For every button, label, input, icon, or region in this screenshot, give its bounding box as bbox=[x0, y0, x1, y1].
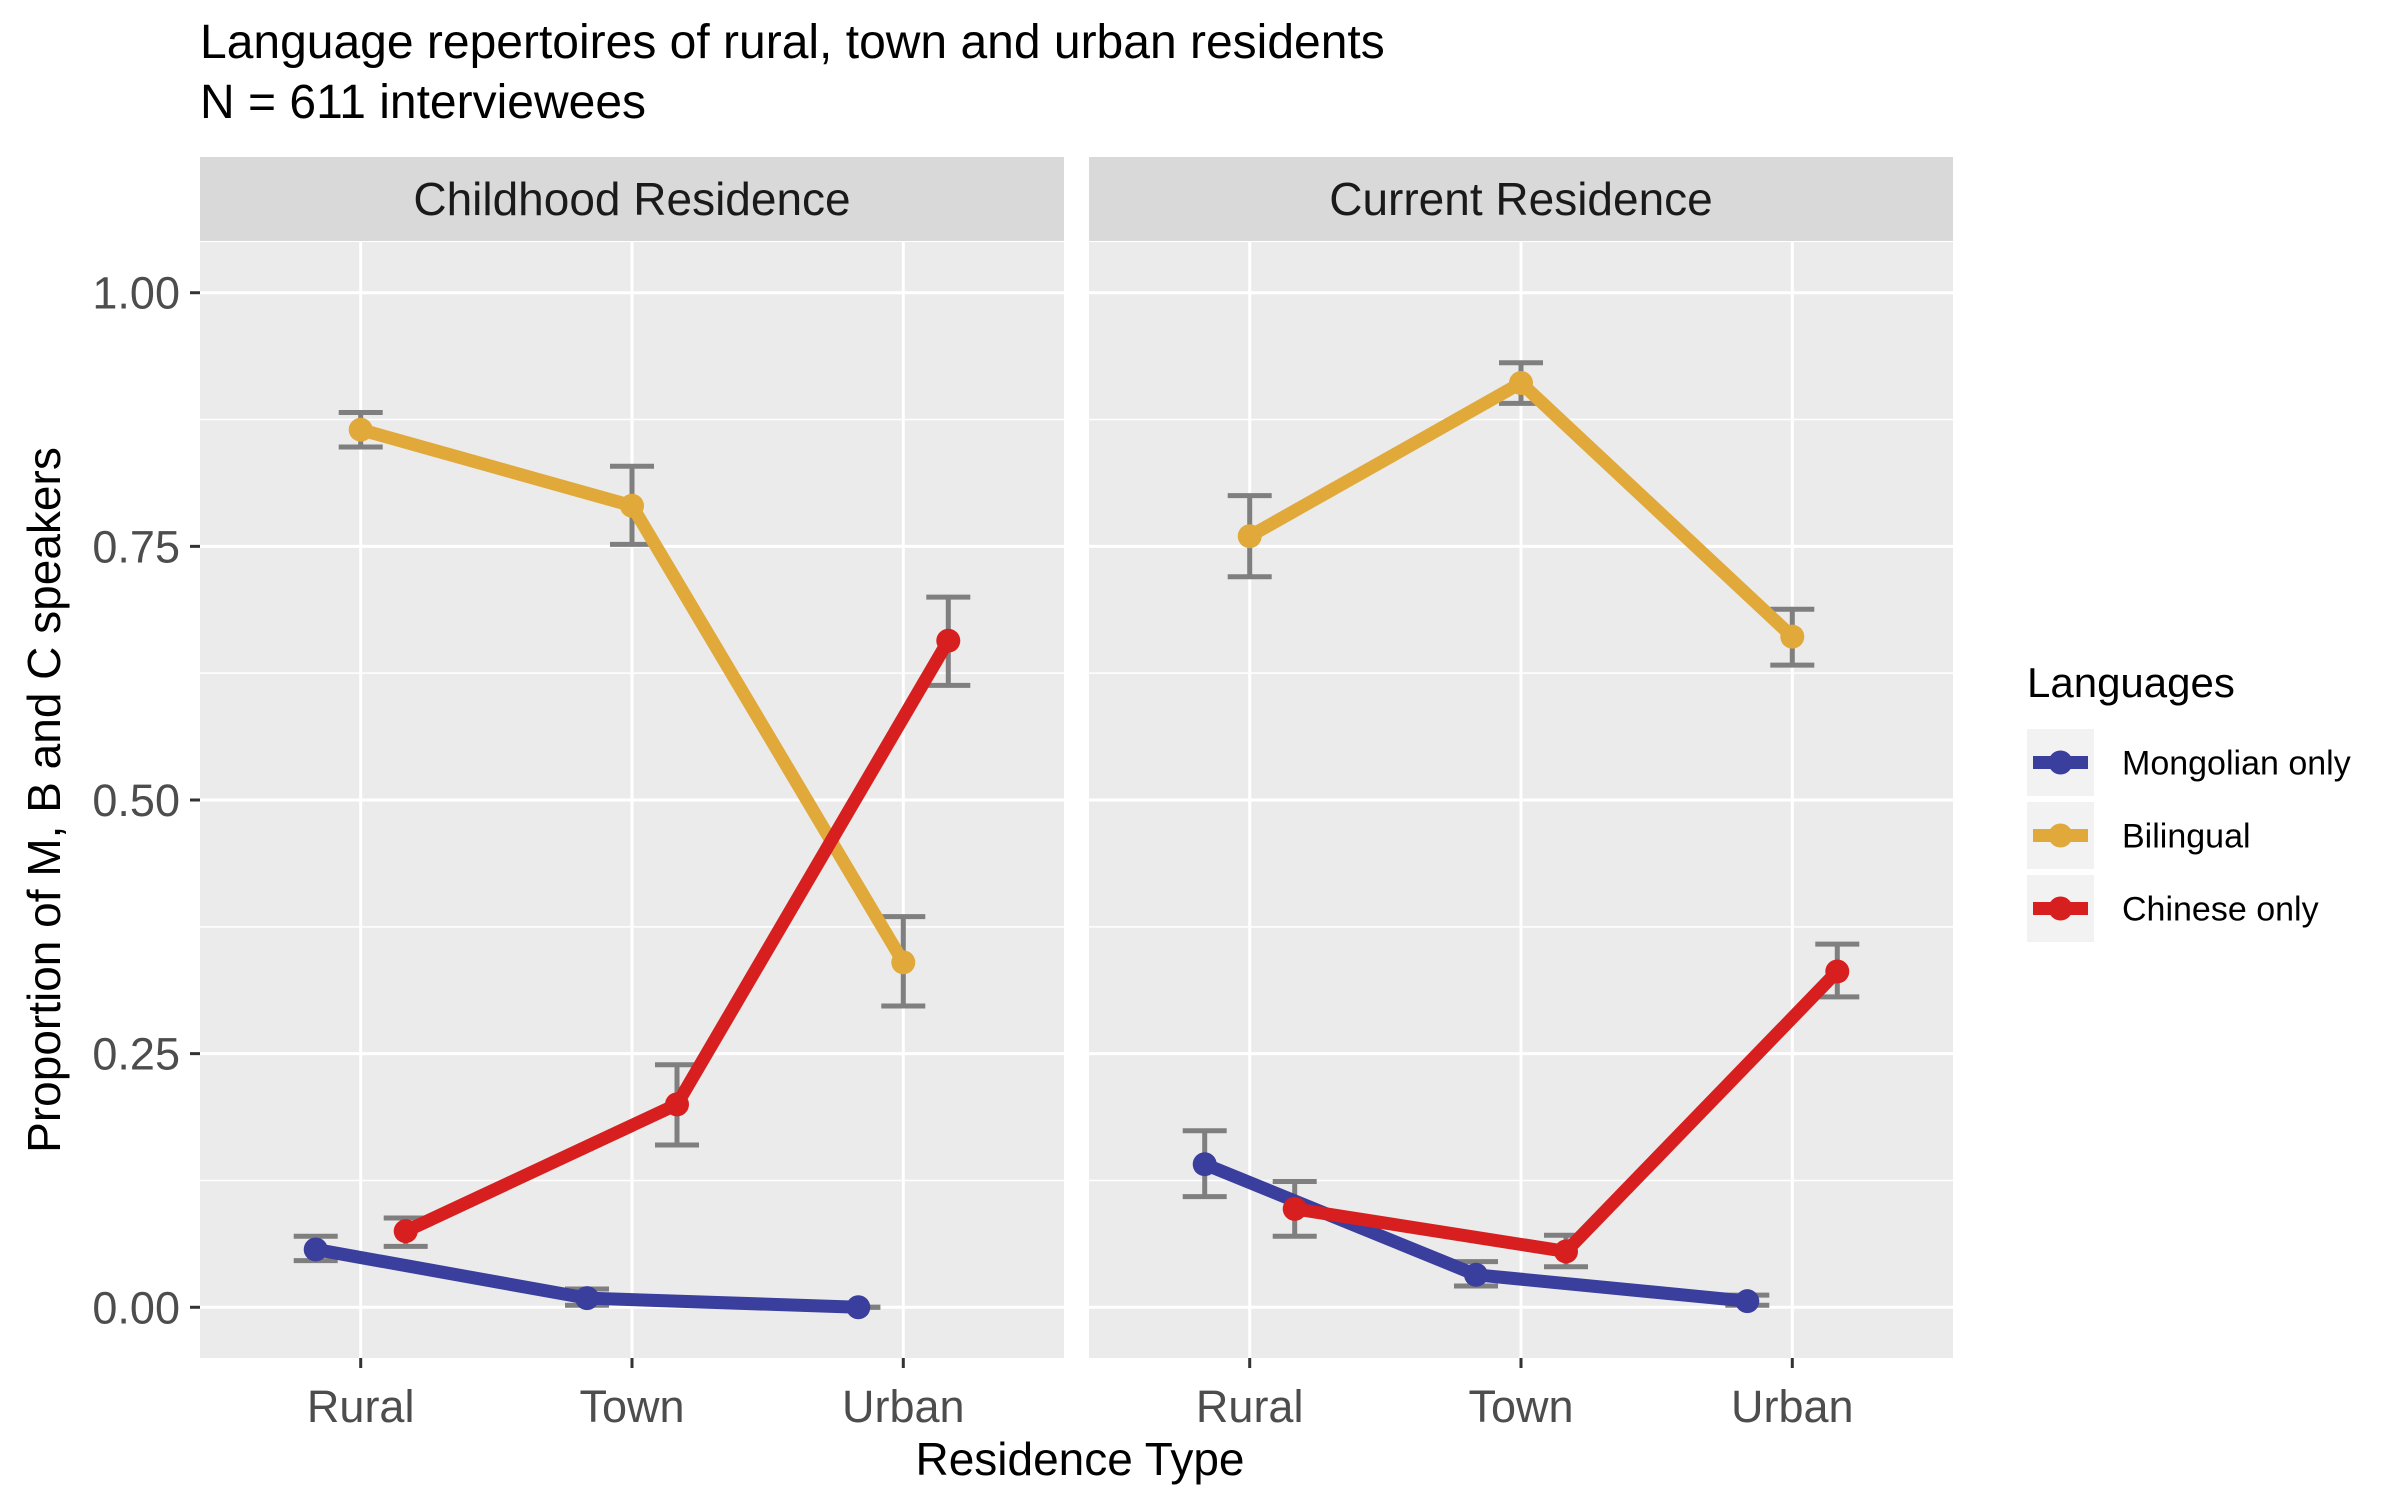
legend-title: Languages bbox=[2027, 659, 2235, 706]
series-chinese-only bbox=[393, 628, 961, 1244]
facet-strip-label: Childhood Residence bbox=[413, 173, 850, 225]
x-axis-title: Residence Type bbox=[915, 1433, 1244, 1485]
legend-key-chinese-only: Chinese only bbox=[2027, 875, 2319, 942]
data-point bbox=[1192, 1152, 1217, 1177]
facet-strip-label: Current Residence bbox=[1329, 173, 1713, 225]
legend-label: Mongolian only bbox=[2122, 745, 2351, 783]
data-point bbox=[846, 1295, 871, 1320]
data-point bbox=[891, 950, 916, 975]
series-chinese-only bbox=[1282, 959, 1850, 1264]
series-bilingual bbox=[348, 417, 916, 975]
x-tick-label: Town bbox=[579, 1381, 684, 1432]
x-axis: Rural Town Urban Rural Town Urban bbox=[307, 1358, 1854, 1432]
legend-label: Bilingual bbox=[2122, 818, 2251, 856]
data-point bbox=[1282, 1196, 1307, 1221]
data-point bbox=[620, 493, 644, 518]
data-point bbox=[348, 417, 373, 442]
series-mongolian-only bbox=[303, 1237, 871, 1320]
x-tick-label: Rural bbox=[307, 1381, 415, 1432]
x-tick-label: Urban bbox=[1731, 1381, 1854, 1432]
x-tick-label: Rural bbox=[1196, 1381, 1304, 1432]
errorbars-chinese-only bbox=[383, 594, 971, 1249]
y-tick-label: 0.25 bbox=[92, 1029, 180, 1080]
y-tick-label: 0.00 bbox=[92, 1282, 180, 1333]
legend-key-bilingual: Bilingual bbox=[2027, 802, 2251, 869]
y-axis: 0.00 0.25 0.50 0.75 1.00 bbox=[92, 268, 200, 1333]
data-point bbox=[1825, 959, 1850, 984]
data-point bbox=[1735, 1289, 1760, 1314]
facet-strip bbox=[200, 157, 1064, 241]
legend-key-mongolian-only: Mongolian only bbox=[2027, 729, 2351, 796]
x-tick-label: Town bbox=[1468, 1381, 1573, 1432]
series-bilingual bbox=[1237, 371, 1805, 649]
y-tick-label: 0.50 bbox=[92, 775, 180, 826]
data-point bbox=[575, 1286, 599, 1311]
legend-key-point bbox=[2048, 823, 2073, 848]
y-axis-title: Proportion of M, B and C speakers bbox=[18, 447, 70, 1153]
y-tick-label: 1.00 bbox=[92, 268, 180, 319]
chart-title: Language repertoires of rural, town and … bbox=[200, 16, 1385, 69]
data-point bbox=[1780, 624, 1805, 649]
chart-subtitle: N = 611 interviewees bbox=[200, 76, 646, 129]
data-point bbox=[936, 628, 961, 653]
legend-key-point bbox=[2048, 896, 2073, 921]
data-point bbox=[1464, 1262, 1488, 1287]
y-tick-label: 0.75 bbox=[92, 521, 180, 572]
data-point bbox=[1509, 371, 1533, 396]
data-point bbox=[303, 1237, 328, 1262]
x-tick-label: Urban bbox=[842, 1381, 965, 1432]
data-point bbox=[1554, 1239, 1578, 1264]
facet-panels: Childhood Residence Current Residence bbox=[200, 157, 1953, 1358]
facet-strip bbox=[1089, 157, 1953, 241]
data-point bbox=[393, 1219, 418, 1244]
legend-label: Chinese only bbox=[2122, 891, 2319, 929]
data-point bbox=[665, 1092, 689, 1117]
panel-current: Current Residence bbox=[1089, 157, 1953, 1358]
data-point bbox=[1237, 524, 1262, 549]
legend-key-point bbox=[2048, 750, 2073, 775]
legend: Languages Mongolian only Bilingual Chinese… bbox=[2027, 659, 2351, 942]
panel-childhood: Childhood Residence bbox=[200, 157, 1064, 1358]
